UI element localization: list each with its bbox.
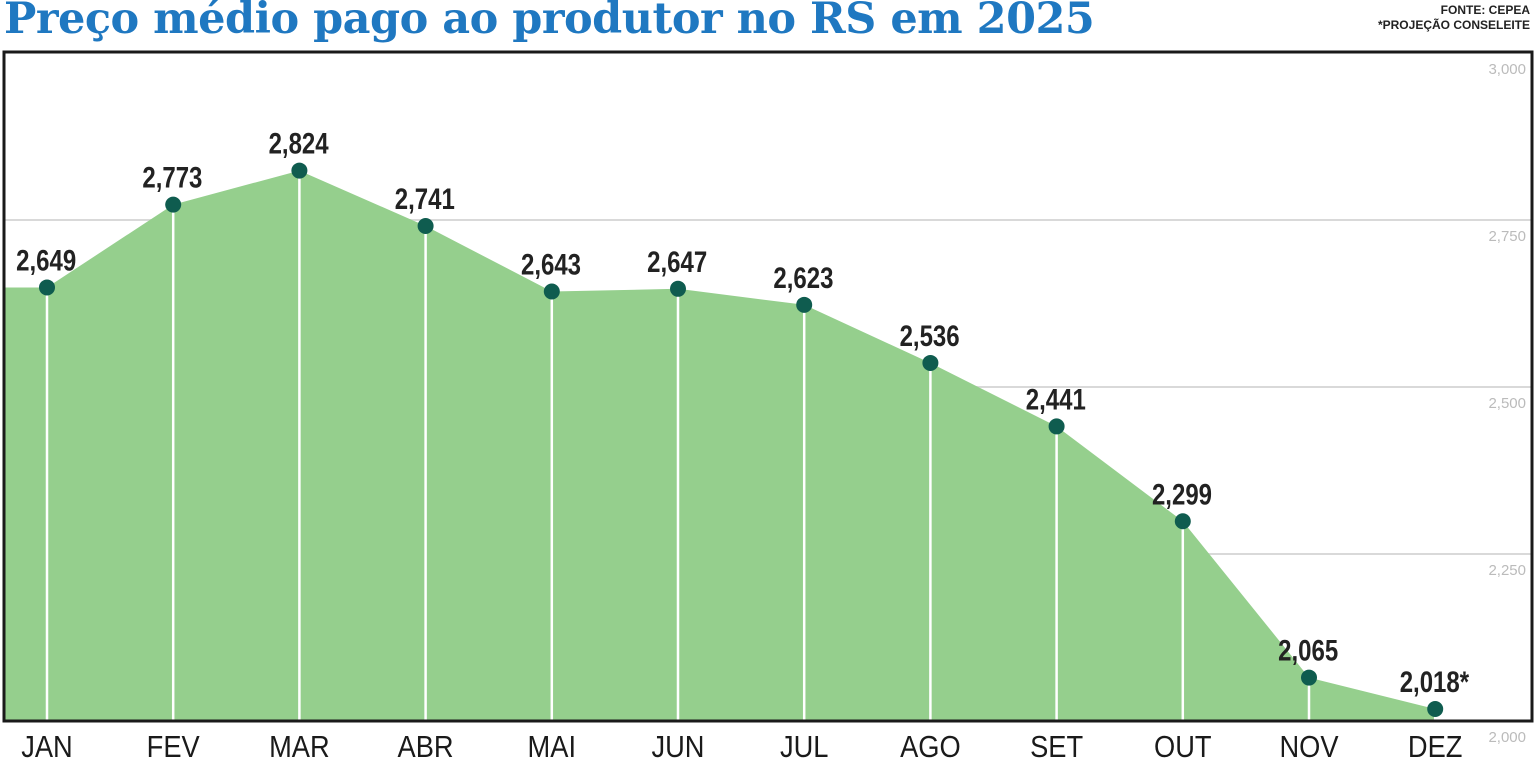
x-tick-abr: ABR bbox=[398, 730, 454, 758]
value-label-dez: 2,018* bbox=[1400, 664, 1470, 698]
value-label-jan: 2,649 bbox=[16, 243, 76, 277]
value-label-set: 2,441 bbox=[1026, 382, 1086, 416]
x-tick-fev: FEV bbox=[147, 730, 201, 758]
data-point-nov bbox=[1301, 669, 1317, 686]
value-label-jun: 2,647 bbox=[647, 244, 707, 278]
value-label-mar: 2,824 bbox=[269, 126, 329, 160]
data-point-set bbox=[1048, 418, 1065, 435]
value-label-jul: 2,623 bbox=[773, 260, 833, 294]
data-point-jan bbox=[39, 279, 55, 296]
x-tick-dez: DEZ bbox=[1408, 730, 1463, 758]
x-tick-mar: MAR bbox=[269, 730, 330, 758]
value-label-mai: 2,643 bbox=[521, 247, 581, 281]
x-tick-nov: NOV bbox=[1279, 730, 1339, 758]
data-point-dez bbox=[1427, 700, 1444, 717]
source-label: FONTE: CEPEA bbox=[1440, 3, 1530, 17]
x-tick-mai: MAI bbox=[528, 730, 576, 758]
data-point-fev bbox=[165, 196, 182, 213]
chart-title: Preço médio pago ao produtor no RS em 20… bbox=[4, 0, 1095, 44]
x-tick-out: OUT bbox=[1154, 730, 1212, 758]
y-tick-2: 2,500 bbox=[1488, 395, 1526, 412]
y-tick-3: 2,750 bbox=[1488, 228, 1526, 245]
data-point-out bbox=[1174, 513, 1191, 530]
x-tick-jul: JUL bbox=[780, 730, 828, 758]
value-label-nov: 2,065 bbox=[1278, 633, 1338, 667]
source-note: FONTE: CEPEA *PROJEÇÃO CONSELEITE bbox=[1378, 3, 1530, 33]
x-tick-ago: AGO bbox=[900, 730, 961, 758]
data-point-jul bbox=[796, 296, 813, 313]
value-label-ago: 2,536 bbox=[900, 318, 960, 352]
projection-note: *PROJEÇÃO CONSELEITE bbox=[1377, 18, 1530, 32]
value-label-out: 2,299 bbox=[1152, 477, 1212, 511]
data-point-mai bbox=[543, 283, 560, 300]
plot-frame bbox=[2, 50, 1534, 723]
y-tick-0: 2,000 bbox=[1488, 729, 1526, 746]
y-tick-4: 3,000 bbox=[1488, 61, 1526, 78]
value-label-fev: 2,773 bbox=[142, 160, 202, 194]
y-tick-1: 2,250 bbox=[1488, 562, 1526, 579]
data-point-abr bbox=[417, 218, 434, 235]
data-point-ago bbox=[922, 354, 939, 371]
data-point-mar bbox=[291, 162, 308, 179]
value-label-abr: 2,741 bbox=[395, 181, 455, 215]
data-point-jun bbox=[670, 280, 686, 297]
x-tick-jan: JAN bbox=[21, 730, 73, 758]
x-tick-set: SET bbox=[1030, 730, 1083, 758]
x-tick-jun: JUN bbox=[651, 730, 704, 758]
area-fill bbox=[4, 170, 1436, 722]
